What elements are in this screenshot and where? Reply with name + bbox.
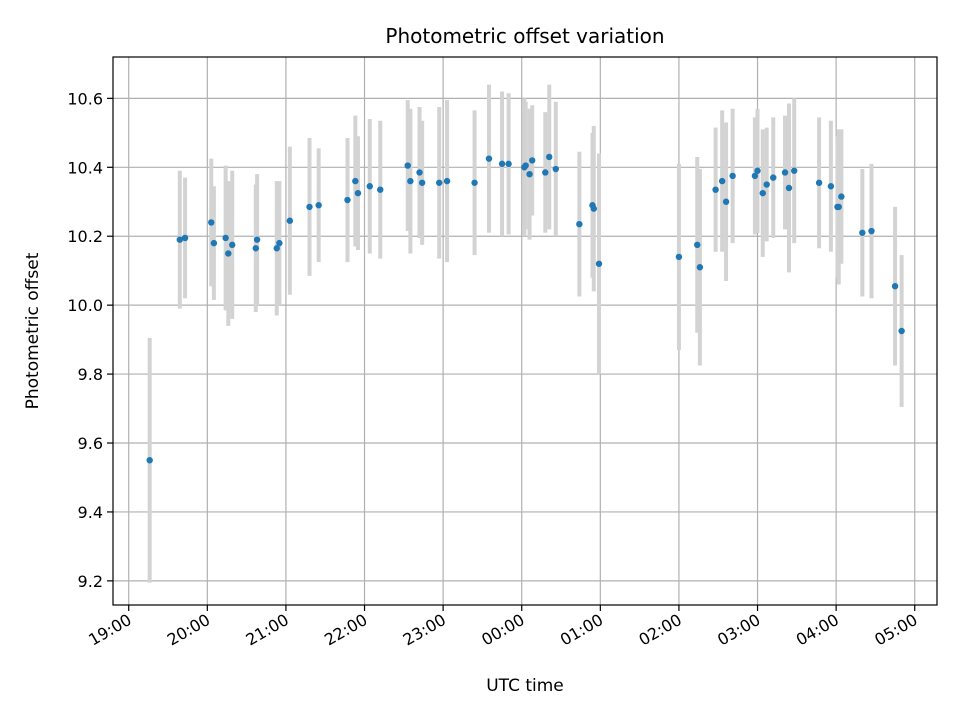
x-tick-label: 19:00 xyxy=(85,610,134,650)
data-point xyxy=(407,177,414,185)
data-point xyxy=(891,282,899,290)
x-tick-label: 03:00 xyxy=(714,610,763,650)
data-point xyxy=(225,250,232,257)
data-point xyxy=(898,327,905,335)
data-point xyxy=(763,181,770,188)
data-point xyxy=(181,234,189,242)
data-point xyxy=(785,184,793,192)
data-point xyxy=(306,203,313,211)
data-point xyxy=(176,236,184,243)
data-point xyxy=(754,167,761,174)
data-point xyxy=(722,198,730,205)
data-point xyxy=(352,177,359,185)
data-point xyxy=(696,264,704,271)
data-point xyxy=(590,205,597,212)
x-tick-label: 20:00 xyxy=(164,610,213,650)
data-point xyxy=(791,167,798,174)
data-point xyxy=(229,241,236,249)
data-point xyxy=(315,202,322,209)
data-point xyxy=(751,172,759,180)
data-point xyxy=(770,174,777,181)
data-point xyxy=(146,457,153,464)
x-tick-label: 01:00 xyxy=(557,610,606,650)
y-tick-label: 10.4 xyxy=(67,158,103,177)
data-point xyxy=(416,169,423,176)
data-point xyxy=(443,177,451,185)
y-tick-label: 10.0 xyxy=(67,296,103,315)
data-point xyxy=(868,227,875,235)
data-point xyxy=(252,245,259,252)
y-tick-label: 9.8 xyxy=(78,365,103,384)
y-axis-ticks: 9.2 9.4 9.6 9.8 10.0 10.2 10.4 10.6 xyxy=(67,89,113,591)
data-point xyxy=(675,253,683,261)
x-axis-label: UTC time xyxy=(486,676,564,696)
x-tick-label: 23:00 xyxy=(400,610,449,650)
data-point xyxy=(253,236,261,243)
data-point xyxy=(377,186,384,193)
y-tick-label: 9.6 xyxy=(78,434,103,453)
x-tick-label: 05:00 xyxy=(871,610,920,650)
y-axis-label: Photometric offset xyxy=(23,252,43,409)
data-point xyxy=(208,219,215,226)
data-point xyxy=(576,220,583,228)
chart-title: Photometric offset variation xyxy=(385,24,664,48)
data-point xyxy=(286,217,294,224)
data-point xyxy=(344,196,351,204)
data-point xyxy=(827,183,835,190)
data-point xyxy=(276,239,283,247)
data-point xyxy=(366,183,373,190)
data-point xyxy=(435,179,443,186)
x-axis-ticks: 19:00 20:00 21:00 22:00 23:00 00:00 01:00 02:00… xyxy=(85,605,921,650)
data-point xyxy=(712,186,719,193)
data-point xyxy=(522,162,529,169)
data-point xyxy=(210,239,218,247)
error-bars xyxy=(147,84,904,583)
data-point xyxy=(418,179,426,186)
data-point xyxy=(694,241,701,249)
data-point xyxy=(529,157,536,164)
data-point xyxy=(729,172,736,180)
data-point xyxy=(595,260,603,267)
data-point xyxy=(485,155,493,162)
y-tick-label: 10.6 xyxy=(67,89,103,108)
data-point xyxy=(404,162,411,169)
data-point xyxy=(471,179,478,186)
x-tick-label: 04:00 xyxy=(793,610,842,650)
x-tick-label: 02:00 xyxy=(635,610,684,650)
x-tick-label: 21:00 xyxy=(242,610,291,650)
data-point xyxy=(815,179,823,186)
y-tick-label: 9.4 xyxy=(78,503,103,522)
data-point xyxy=(552,165,559,173)
data-point xyxy=(505,160,512,168)
data-point xyxy=(759,189,766,197)
data-point xyxy=(498,160,506,168)
x-tick-label: 22:00 xyxy=(321,610,370,650)
data-point xyxy=(835,203,842,211)
plot-frame xyxy=(112,56,938,606)
data-point xyxy=(546,153,553,161)
y-tick-label: 9.2 xyxy=(78,572,103,591)
data-point xyxy=(526,170,533,178)
data-point xyxy=(542,169,549,176)
data-point xyxy=(354,189,362,197)
data-point xyxy=(859,229,866,236)
data-point xyxy=(838,193,845,200)
data-point xyxy=(222,234,229,242)
data-points xyxy=(146,153,905,464)
y-tick-label: 10.2 xyxy=(67,227,103,246)
data-point xyxy=(718,177,726,185)
x-tick-label: 00:00 xyxy=(478,610,527,650)
data-point xyxy=(273,245,280,252)
data-point xyxy=(781,169,789,176)
